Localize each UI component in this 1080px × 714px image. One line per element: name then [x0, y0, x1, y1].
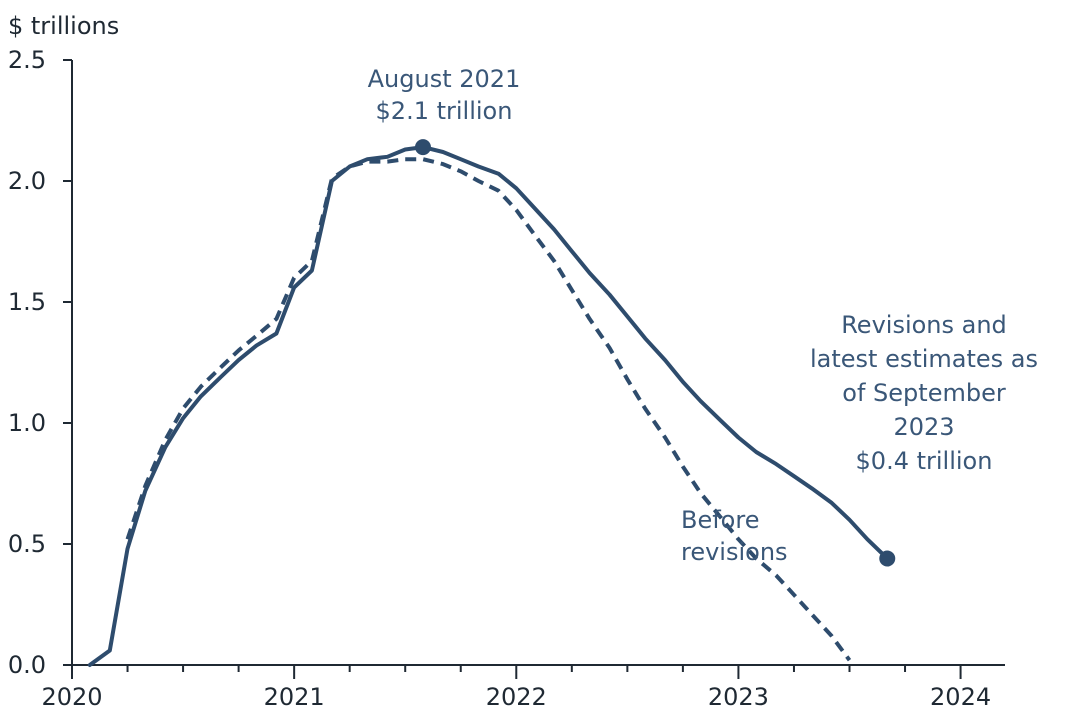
y-ticks: 0.0 0.5 1.0 1.5 2.0 2.5	[8, 46, 72, 679]
annotation-line: Before	[681, 506, 759, 534]
y-tick-label: 1.5	[8, 288, 46, 316]
x-tick-label: 2023	[708, 683, 769, 711]
series-line-before-revisions	[125, 157, 852, 662]
annotation-line: Revisions and	[841, 311, 1007, 339]
annotation-line: of September	[842, 379, 1006, 407]
annotation-layer: August 2021 $2.1 trillion Revisions and lat…	[368, 65, 1038, 566]
y-tick-label: 0.0	[8, 651, 46, 679]
annotation-latest: Revisions and latest estimates as of Septe…	[810, 311, 1038, 475]
x-tick-label: 2020	[41, 683, 102, 711]
y-axis-unit-label: $ trillions	[8, 12, 119, 40]
annotation-before: Before revisions	[681, 506, 788, 566]
annotation-line: August 2021	[368, 65, 521, 93]
y-tick-label: 1.0	[8, 409, 46, 437]
annotation-peak: August 2021 $2.1 trillion	[368, 65, 521, 125]
series-layer	[87, 145, 890, 667]
marker-layer	[414, 139, 896, 567]
x-ticks: 2020 2021 2022 2023 2024	[41, 665, 991, 711]
annotation-line: $0.4 trillion	[856, 447, 993, 475]
y-tick-label: 2.5	[8, 46, 46, 74]
y-tick-label: 0.5	[8, 530, 46, 558]
x-tick-label: 2024	[930, 683, 991, 711]
y-tick-label: 2.0	[8, 167, 46, 195]
annotation-line: 2023	[893, 413, 954, 441]
x-tick-label: 2021	[264, 683, 325, 711]
x-tick-label: 2022	[486, 683, 547, 711]
annotation-line: $2.1 trillion	[376, 97, 513, 125]
annotation-line: latest estimates as	[810, 345, 1038, 373]
annotation-line: revisions	[681, 538, 788, 566]
series-point-marker	[879, 550, 896, 567]
series-point-marker	[414, 139, 431, 156]
series-line-revised	[87, 145, 890, 667]
